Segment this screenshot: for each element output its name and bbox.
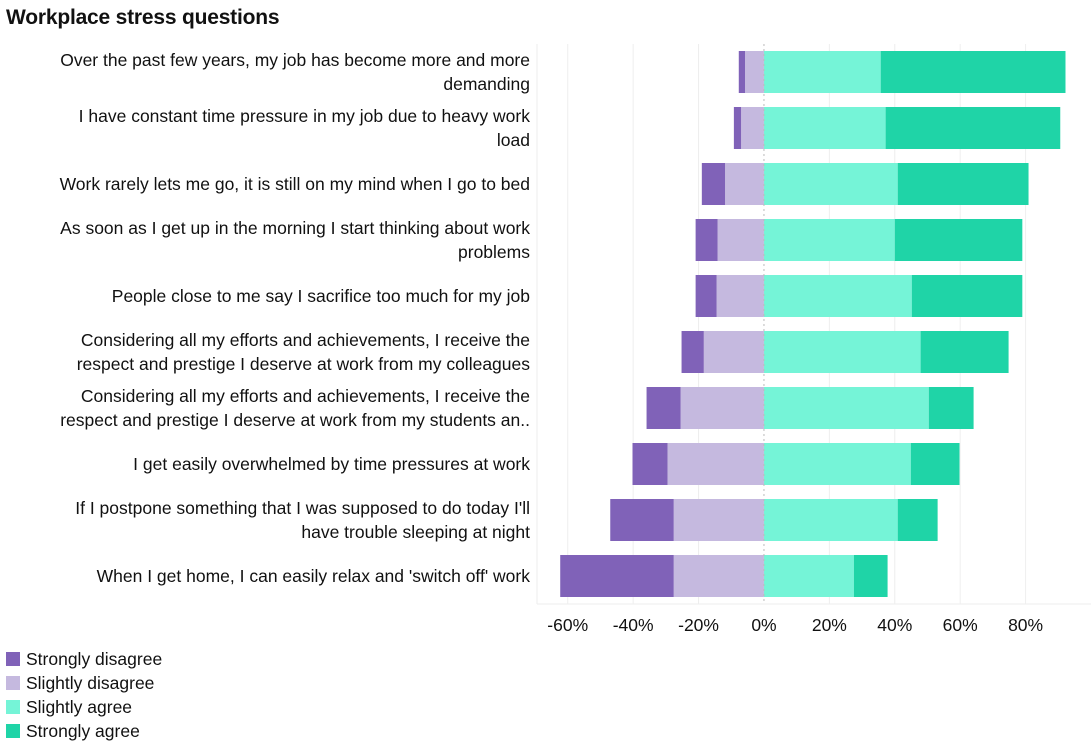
chart-title: Workplace stress questions <box>6 6 280 29</box>
legend-item: Slightly agree <box>6 695 162 719</box>
bar-strongly-agree <box>853 555 888 597</box>
bar-strongly-disagree <box>695 275 717 317</box>
legend-label: Strongly disagree <box>26 648 163 669</box>
category-label-line: I get easily overwhelmed by time pressur… <box>133 454 530 474</box>
x-tick-label: -20% <box>678 615 719 635</box>
category-label: Considering all my efforts and achieveme… <box>0 384 530 432</box>
legend-item: Strongly agree <box>6 719 162 743</box>
category-label-line: have trouble sleeping at night <box>301 522 530 542</box>
x-tick-label: 80% <box>1008 615 1043 635</box>
category-label-line: load <box>496 130 530 150</box>
category-label: Work rarely lets me go, it is still on m… <box>0 172 530 196</box>
category-label-line: respect and prestige I deserve at work f… <box>60 410 530 430</box>
bar-slightly-agree <box>763 163 898 205</box>
legend-swatch <box>6 676 20 690</box>
x-tick-label: 0% <box>751 615 776 635</box>
category-label: When I get home, I can easily relax and … <box>0 564 530 588</box>
bar-strongly-disagree <box>733 107 742 149</box>
bar-strongly-disagree <box>646 387 681 429</box>
category-label-line: As soon as I get up in the morning I sta… <box>60 218 530 238</box>
category-label-line: Considering all my efforts and achieveme… <box>80 330 530 350</box>
bar-slightly-disagree <box>716 275 764 317</box>
category-label-line: Considering all my efforts and achieveme… <box>80 386 530 406</box>
bar-slightly-disagree <box>673 499 764 541</box>
bar-slightly-agree <box>763 499 898 541</box>
category-label-line: When I get home, I can easily relax and … <box>96 566 530 586</box>
bar-slightly-disagree <box>703 331 764 373</box>
category-label-line: problems <box>458 242 530 262</box>
legend-label: Strongly agree <box>26 720 140 741</box>
bar-slightly-agree <box>763 107 886 149</box>
bar-slightly-disagree <box>673 555 764 597</box>
x-tick-label: 40% <box>877 615 912 635</box>
category-label: Over the past few years, my job has beco… <box>0 48 530 96</box>
legend-item: Slightly disagree <box>6 671 162 695</box>
bar-slightly-disagree <box>717 219 764 261</box>
bar-slightly-agree <box>763 387 929 429</box>
bar-slightly-disagree <box>680 387 764 429</box>
bar-strongly-agree <box>897 499 938 541</box>
bar-strongly-agree <box>928 387 974 429</box>
bar-strongly-agree <box>880 51 1066 93</box>
bar-strongly-disagree <box>560 555 674 597</box>
x-tick-label: 60% <box>943 615 978 635</box>
category-label-line: If I postpone something that I was suppo… <box>75 498 530 518</box>
bar-strongly-disagree <box>701 163 726 205</box>
bar-slightly-agree <box>763 219 895 261</box>
category-label: As soon as I get up in the morning I sta… <box>0 216 530 264</box>
bar-strongly-agree <box>920 331 1009 373</box>
bar-strongly-agree <box>894 219 1023 261</box>
category-label-line: Over the past few years, my job has beco… <box>60 50 530 70</box>
bar-strongly-agree <box>910 443 960 485</box>
bar-slightly-disagree <box>667 443 764 485</box>
category-label: I have constant time pressure in my job … <box>0 104 530 152</box>
legend-label: Slightly disagree <box>26 672 155 693</box>
bar-strongly-agree <box>885 107 1061 149</box>
category-label-line: demanding <box>443 74 530 94</box>
bar-strongly-agree <box>897 163 1029 205</box>
x-tick-label: -60% <box>547 615 588 635</box>
bar-strongly-disagree <box>632 443 668 485</box>
bar-slightly-agree <box>763 555 854 597</box>
x-tick-label: 20% <box>812 615 847 635</box>
x-tick-label: -40% <box>613 615 654 635</box>
bar-strongly-disagree <box>695 219 718 261</box>
bar-slightly-agree <box>763 51 881 93</box>
category-label: If I postpone something that I was suppo… <box>0 496 530 544</box>
bar-strongly-disagree <box>610 499 674 541</box>
category-label-line: respect and prestige I deserve at work f… <box>76 354 530 374</box>
bar-slightly-agree <box>763 331 921 373</box>
bar-strongly-agree <box>911 275 1023 317</box>
bar-slightly-disagree <box>744 51 764 93</box>
bar-strongly-disagree <box>681 331 704 373</box>
category-label-line: People close to me say I sacrifice too m… <box>111 286 530 306</box>
category-label: Considering all my efforts and achieveme… <box>0 328 530 376</box>
legend-item: Strongly disagree <box>6 647 162 671</box>
bar-slightly-disagree <box>725 163 764 205</box>
bar-slightly-agree <box>763 443 911 485</box>
legend: Strongly disagree Slightly disagree Slight… <box>6 647 162 743</box>
bar-strongly-disagree <box>738 51 745 93</box>
category-label: I get easily overwhelmed by time pressur… <box>0 452 530 476</box>
category-label: People close to me say I sacrifice too m… <box>0 284 530 308</box>
legend-swatch <box>6 652 20 666</box>
legend-label: Slightly agree <box>26 696 133 717</box>
bar-slightly-agree <box>763 275 912 317</box>
category-label-line: I have constant time pressure in my job … <box>78 106 530 126</box>
legend-swatch <box>6 700 20 714</box>
legend-swatch <box>6 724 20 738</box>
bar-slightly-disagree <box>741 107 764 149</box>
category-label-line: Work rarely lets me go, it is still on m… <box>59 174 530 194</box>
